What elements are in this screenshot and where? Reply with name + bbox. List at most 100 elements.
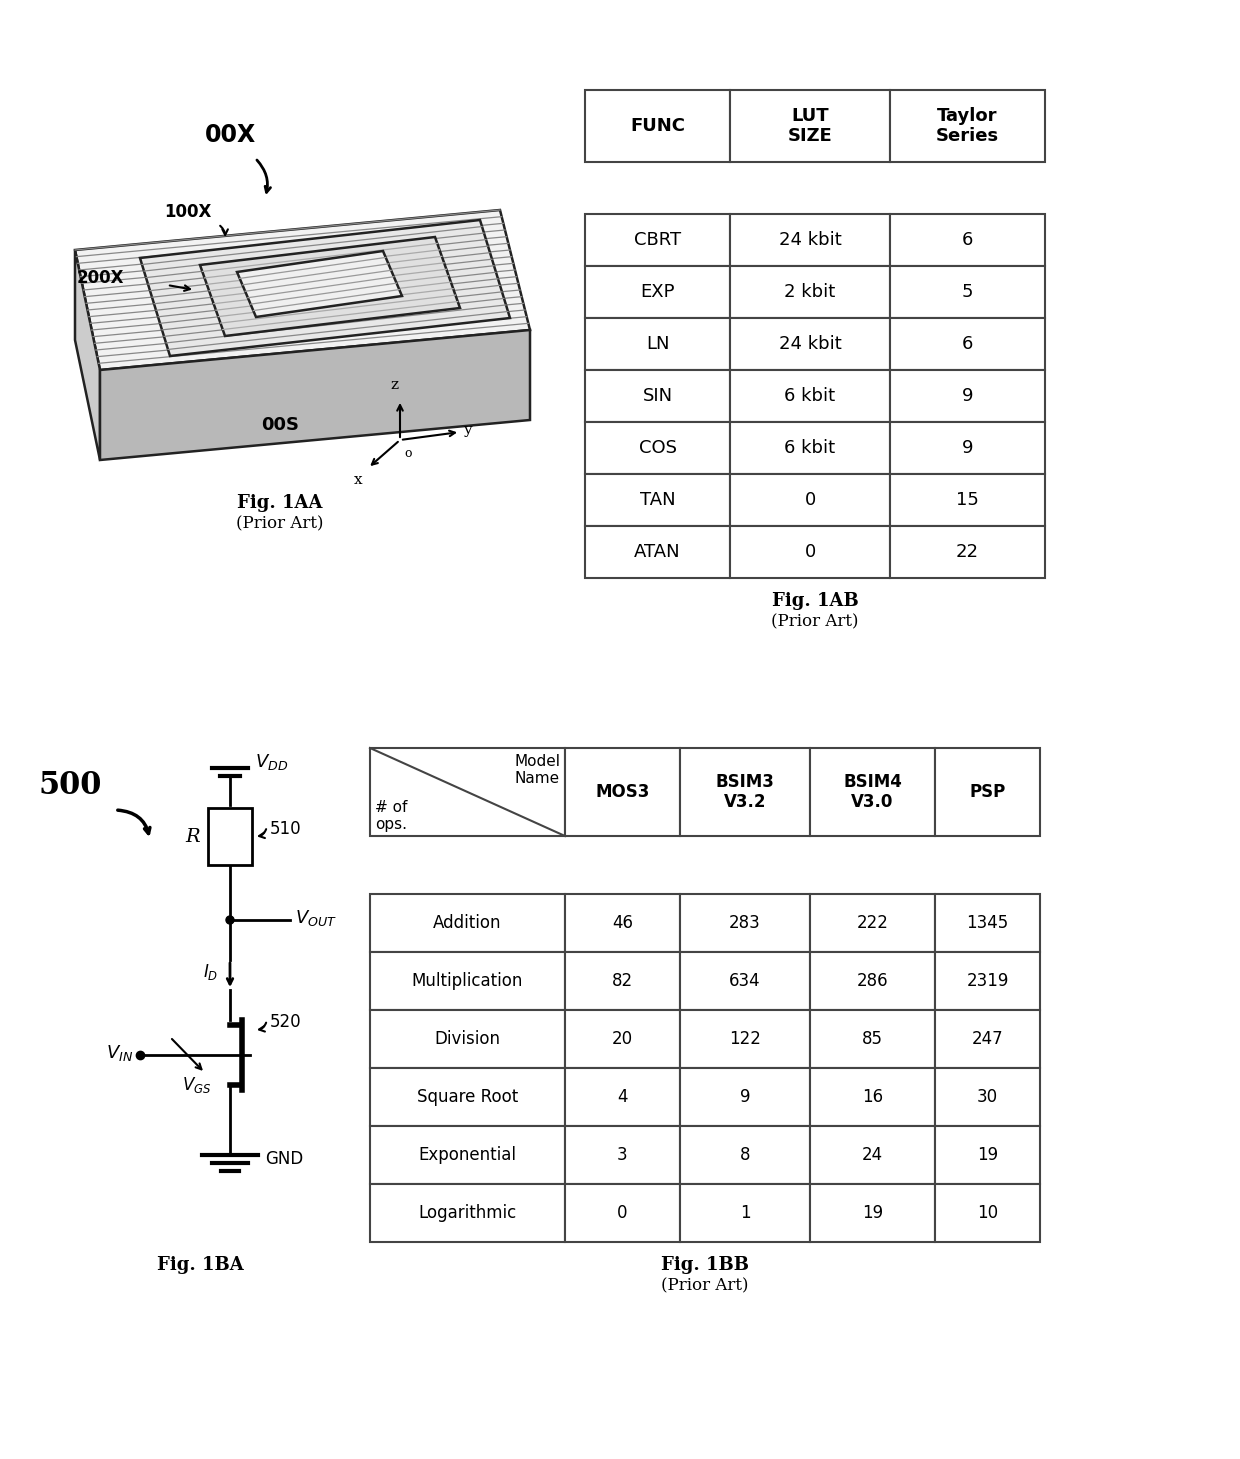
Text: 20: 20 xyxy=(611,1030,634,1048)
Text: BSIM3
V3.2: BSIM3 V3.2 xyxy=(715,773,775,811)
Text: COS: COS xyxy=(639,439,677,457)
Bar xyxy=(565,1185,680,1242)
Text: $V_{IN}$: $V_{IN}$ xyxy=(105,1043,133,1064)
Text: Square Root: Square Root xyxy=(417,1088,518,1106)
Text: 6: 6 xyxy=(962,336,973,353)
Text: 2319: 2319 xyxy=(966,972,1008,991)
Bar xyxy=(890,527,1045,578)
Bar xyxy=(585,422,730,474)
Bar xyxy=(680,1068,810,1126)
Text: Logarithmic: Logarithmic xyxy=(418,1204,517,1223)
Bar xyxy=(370,1126,565,1185)
Bar xyxy=(680,953,810,1010)
Text: 8: 8 xyxy=(740,1145,750,1164)
Polygon shape xyxy=(74,249,100,460)
Bar xyxy=(370,1185,565,1242)
Polygon shape xyxy=(237,251,402,317)
Text: 6 kbit: 6 kbit xyxy=(785,387,836,406)
Bar xyxy=(730,318,890,371)
Text: x: x xyxy=(353,473,362,487)
Text: $V_{OUT}$: $V_{OUT}$ xyxy=(295,907,337,928)
Text: 5: 5 xyxy=(962,283,973,301)
Text: (Prior Art): (Prior Art) xyxy=(237,515,324,533)
Bar xyxy=(565,748,680,836)
Text: 19: 19 xyxy=(862,1204,883,1223)
Polygon shape xyxy=(100,330,529,460)
Bar xyxy=(208,808,252,865)
Text: PSP: PSP xyxy=(970,783,1006,801)
Text: Multiplication: Multiplication xyxy=(412,972,523,991)
Text: SIN: SIN xyxy=(642,387,672,406)
Text: CBRT: CBRT xyxy=(634,231,681,249)
Circle shape xyxy=(226,916,234,924)
Bar xyxy=(810,953,935,1010)
Text: EXP: EXP xyxy=(640,283,675,301)
Text: o: o xyxy=(404,446,412,460)
Bar xyxy=(730,422,890,474)
Bar xyxy=(810,1010,935,1068)
Bar xyxy=(585,266,730,318)
Text: LN: LN xyxy=(646,336,670,353)
Text: 100X: 100X xyxy=(165,203,212,220)
Bar xyxy=(730,90,890,162)
Text: 85: 85 xyxy=(862,1030,883,1048)
Text: (Prior Art): (Prior Art) xyxy=(661,1277,749,1294)
Text: # of
ops.: # of ops. xyxy=(374,800,408,832)
Polygon shape xyxy=(200,236,460,336)
Text: y: y xyxy=(463,423,471,438)
Text: R: R xyxy=(185,827,200,846)
Text: MOS3: MOS3 xyxy=(595,783,650,801)
Text: 510: 510 xyxy=(270,820,301,837)
Text: Fig. 1AB: Fig. 1AB xyxy=(771,592,858,610)
Bar xyxy=(935,953,1040,1010)
Text: 3: 3 xyxy=(618,1145,627,1164)
Bar xyxy=(890,214,1045,266)
Text: LUT
SIZE: LUT SIZE xyxy=(787,107,832,146)
Bar xyxy=(370,1068,565,1126)
Text: 222: 222 xyxy=(857,913,888,932)
Bar xyxy=(890,318,1045,371)
Bar xyxy=(730,527,890,578)
Bar xyxy=(585,371,730,422)
Text: 0: 0 xyxy=(805,543,816,562)
Text: 500: 500 xyxy=(38,769,102,801)
Text: TAN: TAN xyxy=(640,492,676,509)
Text: BSIM4
V3.0: BSIM4 V3.0 xyxy=(843,773,901,811)
Text: Division: Division xyxy=(434,1030,501,1048)
Bar xyxy=(935,748,1040,836)
Bar xyxy=(935,894,1040,953)
Bar xyxy=(565,1126,680,1185)
Bar xyxy=(565,953,680,1010)
Text: (Prior Art): (Prior Art) xyxy=(771,613,859,630)
Bar xyxy=(935,1068,1040,1126)
Text: 22: 22 xyxy=(956,543,980,562)
Polygon shape xyxy=(140,220,510,356)
Bar xyxy=(730,371,890,422)
Text: 247: 247 xyxy=(972,1030,1003,1048)
Text: 200X: 200X xyxy=(76,268,124,287)
Bar xyxy=(680,1185,810,1242)
Text: 286: 286 xyxy=(857,972,888,991)
Bar xyxy=(370,953,565,1010)
Bar xyxy=(585,527,730,578)
Bar xyxy=(565,1010,680,1068)
Bar xyxy=(370,748,565,836)
Text: 46: 46 xyxy=(613,913,632,932)
Text: 4: 4 xyxy=(618,1088,627,1106)
Text: ATAN: ATAN xyxy=(634,543,681,562)
Bar xyxy=(585,90,730,162)
Text: 9: 9 xyxy=(962,439,973,457)
Text: z: z xyxy=(391,378,398,392)
Bar xyxy=(565,1068,680,1126)
Bar xyxy=(680,894,810,953)
Bar xyxy=(370,1010,565,1068)
Bar xyxy=(935,1126,1040,1185)
Text: 2 kbit: 2 kbit xyxy=(785,283,836,301)
Text: 122: 122 xyxy=(729,1030,761,1048)
Bar xyxy=(890,422,1045,474)
Text: 16: 16 xyxy=(862,1088,883,1106)
Bar xyxy=(680,1126,810,1185)
Bar xyxy=(935,1010,1040,1068)
Text: GND: GND xyxy=(265,1150,304,1169)
Text: 00S: 00S xyxy=(260,416,299,433)
